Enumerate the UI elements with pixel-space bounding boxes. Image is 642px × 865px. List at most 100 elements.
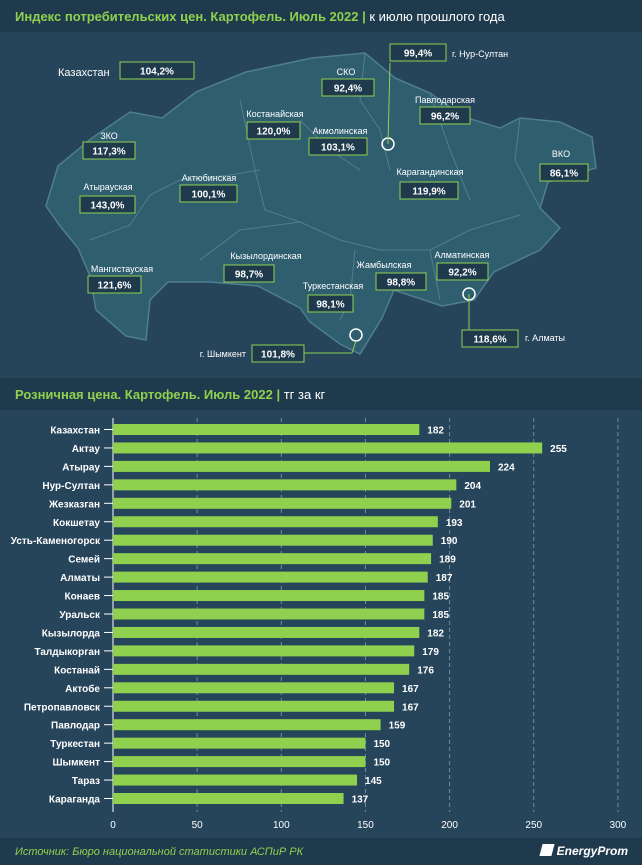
bar-value-label: 159	[389, 721, 406, 732]
energyprom-logo: EnergyProm	[539, 844, 628, 858]
region-name: г. Нур-Султан	[452, 49, 508, 59]
category-label: Казахстан	[50, 426, 100, 437]
x-tick-label: 200	[441, 820, 458, 831]
region-value: 98,1%	[316, 300, 344, 311]
bar-subtitle: тг за кг	[283, 387, 326, 402]
category-label: Тараз	[72, 776, 100, 787]
region-name: Акмолинская	[313, 126, 368, 136]
bar-value-label: 176	[417, 665, 434, 676]
map-region-label: ЗКО 117,3%	[82, 131, 136, 160]
region-value-box	[436, 262, 489, 281]
map-region-label: Жамбылская 98,8%	[357, 260, 427, 291]
bar-value-label: 185	[432, 610, 449, 621]
footer: Источник: Бюро национальной статистики А…	[0, 838, 642, 865]
region-name: ЗКО	[100, 131, 118, 141]
bar	[113, 719, 381, 731]
region-value: 100,1%	[192, 190, 226, 201]
bar-value-label: 193	[446, 518, 463, 529]
region-value-box	[307, 294, 354, 313]
category-label: Нур-Султан	[42, 481, 100, 492]
category-label: Атырау	[62, 462, 100, 473]
map-header: Индекс потребительских цен. Картофель. И…	[0, 0, 642, 32]
bar	[113, 756, 366, 768]
region-value: 121,6%	[98, 281, 132, 292]
bar-value-label: 185	[432, 592, 449, 603]
bar-value-label: 182	[427, 426, 444, 437]
region-value-box	[461, 329, 519, 348]
bar-value-label: 187	[436, 573, 453, 584]
region-name: г. Шымкент	[200, 349, 246, 359]
bar-value-label: 167	[402, 702, 419, 713]
region-value: 86,1%	[550, 169, 578, 180]
map-region-label: г. Алматы 118,6%	[461, 329, 565, 348]
region-value-box	[87, 275, 142, 294]
region-name: Атырауская	[83, 182, 132, 192]
region-value-box	[308, 137, 368, 156]
category-label: Костанай	[54, 665, 100, 676]
map-region-label: Павлодарская 96,2%	[415, 95, 475, 125]
bar-value-label: 145	[365, 776, 382, 787]
region-value: 104,2%	[140, 67, 174, 78]
map-region-label: г. Шымкент 101,8%	[200, 344, 305, 363]
category-label: Актау	[72, 444, 101, 455]
region-value-box	[119, 61, 195, 80]
region-value: 119,9%	[412, 187, 445, 198]
bar	[113, 553, 432, 565]
bar-value-label: 189	[439, 555, 456, 566]
map-region-label: Кызылординская 98,7%	[223, 251, 302, 283]
bar-value-label: 224	[498, 462, 515, 473]
bar	[113, 700, 395, 712]
region-value-box	[179, 184, 238, 203]
category-label: Уральск	[59, 610, 101, 621]
category-label: Конаев	[64, 592, 100, 603]
price-bar-chart: 0 50 100 150 200 250 300 Казахстан 182 Актау 255 Ат…	[11, 418, 627, 831]
bar-value-label: 201	[459, 499, 476, 510]
region-name: Алматинская	[435, 250, 490, 260]
bar-value-label: 179	[422, 647, 439, 658]
x-tick-label: 0	[110, 820, 116, 831]
map-region-label: СКО 92,4%	[321, 67, 375, 97]
category-label: Жезказган	[48, 499, 100, 510]
map-subtitle: к июлю прошлого года	[369, 9, 505, 24]
bar-value-label: 150	[373, 739, 390, 750]
bar	[113, 645, 415, 657]
region-value-box	[419, 106, 471, 125]
region-value: 92,4%	[334, 84, 362, 95]
region-value: 118,6%	[473, 335, 506, 346]
x-tick-label: 50	[192, 820, 204, 831]
region-value: 103,1%	[321, 143, 355, 154]
bar	[113, 479, 457, 491]
region-value: 117,3%	[92, 147, 125, 158]
map-region-label: Карагандинская 119,9%	[396, 167, 464, 200]
bar	[113, 516, 438, 528]
region-value-box	[375, 272, 427, 291]
bar	[113, 626, 420, 638]
bar-value-label: 137	[352, 795, 369, 806]
x-tick-label: 150	[357, 820, 374, 831]
bar	[113, 424, 420, 435]
map-region-label: Актюбинская 100,1%	[179, 173, 238, 203]
region-value-box	[246, 121, 301, 140]
map-title: Индекс потребительских цен. Картофель. И…	[15, 9, 505, 24]
bar-value-label: 204	[464, 481, 481, 492]
region-value: 98,7%	[235, 270, 263, 281]
logo-mark-icon	[539, 844, 555, 856]
bar-value-label: 182	[427, 628, 444, 639]
region-name: г. Алматы	[525, 333, 565, 343]
bar	[113, 682, 395, 694]
kazakhstan-map: Казахстан 104,2% СКО 92,4% г. Нур-Султан 99,4…	[45, 43, 597, 363]
x-tick-label: 300	[610, 820, 627, 831]
category-label: Алматы	[60, 573, 100, 584]
region-name: Жамбылская	[357, 260, 412, 270]
region-name: Павлодарская	[415, 95, 475, 105]
bar	[113, 571, 428, 583]
region-value: 96,2%	[431, 112, 459, 123]
region-name: ВКО	[552, 149, 570, 159]
category-label: Усть-Каменогорск	[11, 536, 101, 547]
region-value-box	[399, 181, 459, 200]
region-value: 92,2%	[448, 268, 476, 279]
region-value: 99,4%	[404, 49, 432, 60]
map-region-label: Акмолинская 103,1%	[308, 126, 368, 156]
region-value-box	[79, 195, 136, 214]
region-value-box	[321, 78, 375, 97]
